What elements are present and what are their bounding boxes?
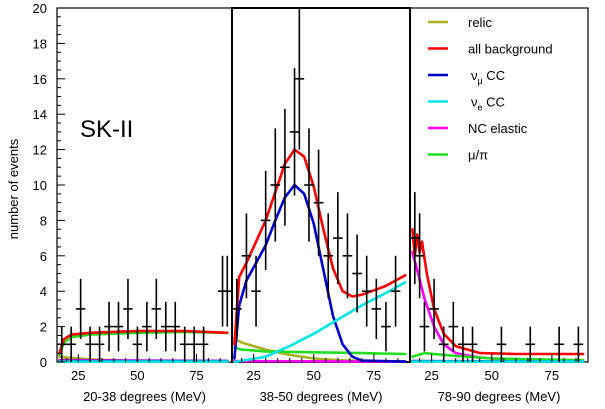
- y-tick-label-18: 18: [33, 36, 47, 51]
- y-tick-label-16: 16: [33, 72, 47, 87]
- series-all-background-panel-2: [233, 148, 407, 346]
- series--e-cc-panel-2: [233, 281, 407, 364]
- y-tick-label-14: 14: [33, 107, 47, 122]
- x-tick-label-2-50: 50: [307, 368, 321, 383]
- data-point-panel-1-3: [85, 326, 95, 362]
- x-tick-label-3-50: 50: [485, 368, 499, 383]
- data-point-panel-2-9: [313, 149, 324, 256]
- data-point-panel-1-2: [75, 278, 86, 339]
- data-point-panel-2-14: [361, 255, 372, 327]
- data-point-panel-3-8: [496, 326, 507, 362]
- data-point-panel-3-10: [554, 326, 564, 362]
- data-point-panel-1-11: [161, 301, 171, 352]
- legend-label: μ/π: [468, 148, 488, 163]
- sk-ii-annotation: SK-II: [80, 116, 133, 143]
- data-point-panel-3-11: [573, 326, 584, 362]
- x-axis-title-3: 78-90 degrees (MeV): [438, 389, 561, 404]
- x-tick-label-1-75: 75: [189, 368, 203, 383]
- y-tick-label-4: 4: [40, 284, 47, 299]
- data-point-panel-2-3: [260, 170, 271, 270]
- data-point-panel-1-6: [113, 301, 124, 352]
- series-all-background-panel-1: [58, 329, 229, 355]
- data-point-panel-2-4: [270, 128, 281, 242]
- legend-entry-1: relic: [428, 15, 492, 30]
- data-point-panel-1-10: [151, 278, 162, 339]
- legend-label: relic: [468, 15, 492, 30]
- data-point-panel-3-9: [525, 326, 536, 362]
- data-point-panel-3-5: [448, 301, 459, 352]
- x-axis-title-1: 20-38 degrees (MeV): [83, 389, 206, 404]
- data-point-panel-1-9: [142, 301, 152, 352]
- data-point-panel-2-6: [289, 68, 300, 196]
- y-tick-label-0: 0: [40, 355, 47, 370]
- data-point-panel-1-15: [198, 326, 209, 362]
- data-point-panel-2-13: [352, 234, 362, 313]
- data-point-panel-2-8: [304, 128, 314, 242]
- data-point-panel-3-4: [438, 326, 449, 362]
- data-point-panel-1-5: [104, 301, 114, 352]
- data-point-panel-3-1: [414, 213, 425, 299]
- data-point-panel-1-12: [170, 301, 180, 352]
- y-tick-label-8: 8: [40, 213, 47, 228]
- data-point-panel-2-15: [371, 278, 382, 339]
- data-point-panel-2-2: [251, 255, 261, 327]
- legend-entry-6: μ/π: [428, 148, 488, 163]
- data-point-panel-3-6: [458, 326, 468, 362]
- panel-frame-2: [231, 7, 411, 363]
- x-tick-label-3-75: 75: [545, 368, 559, 383]
- data-point-panel-2-16: [381, 301, 391, 352]
- legend-entry-5: NC elastic: [428, 121, 528, 136]
- y-tick-label-12: 12: [33, 143, 47, 158]
- data-point-panel-1-7: [123, 278, 133, 339]
- y-tick-label-2: 2: [40, 320, 47, 335]
- x-tick-label-2-75: 75: [367, 368, 381, 383]
- y-axis-title: number of events: [6, 138, 21, 239]
- x-axis-title-2: 38-50 degrees (MeV): [260, 389, 383, 404]
- legend-entry-2: all background: [428, 42, 553, 57]
- legend-entry-4: νe CC: [428, 95, 505, 113]
- data-point-panel-2-12: [342, 213, 353, 299]
- data-point-panel-2-10: [323, 213, 334, 299]
- series--cc-panel-2: [233, 183, 407, 363]
- y-tick-label-10: 10: [33, 178, 47, 193]
- legend-entry-3: νμ CC: [428, 68, 505, 86]
- data-point-panel-2-7: [294, 8, 305, 150]
- data-point-panel-2-1: [241, 213, 252, 299]
- data-point-panel-3-0: [410, 192, 420, 285]
- y-tick-label-6: 6: [40, 249, 47, 264]
- data-point-panel-1-13: [179, 326, 190, 362]
- y-tick-label-20: 20: [33, 1, 47, 16]
- x-tick-label-1-50: 50: [130, 368, 144, 383]
- legend-label: all background: [468, 42, 553, 57]
- series---panel-2: [233, 346, 407, 356]
- data-point-panel-3-7: [467, 326, 478, 362]
- data-point-panel-1-4: [94, 326, 105, 362]
- data-point-panel-1-1: [66, 326, 76, 362]
- data-point-panel-1-17: [222, 255, 232, 327]
- series---panel-1: [58, 330, 229, 357]
- legend-label: νμ CC: [471, 68, 505, 86]
- x-tick-label-1-25: 25: [71, 368, 85, 383]
- x-tick-label-3-25: 25: [424, 368, 438, 383]
- legend: relic all background νμ CC νe CC NC elastic μ…: [428, 15, 553, 163]
- legend-label: νe CC: [471, 95, 505, 113]
- data-point-panel-2-0: [232, 278, 242, 339]
- data-point-panel-2-5: [280, 108, 290, 226]
- data-point-panel-2-17: [390, 255, 401, 327]
- data-point-panel-2-11: [333, 192, 343, 285]
- legend-label: NC elastic: [468, 121, 528, 136]
- data-point-panel-3-2: [419, 301, 430, 352]
- x-tick-label-2-25: 25: [246, 368, 260, 383]
- data-point-panel-1-14: [189, 326, 199, 362]
- data-point-panel-3-3: [429, 278, 439, 339]
